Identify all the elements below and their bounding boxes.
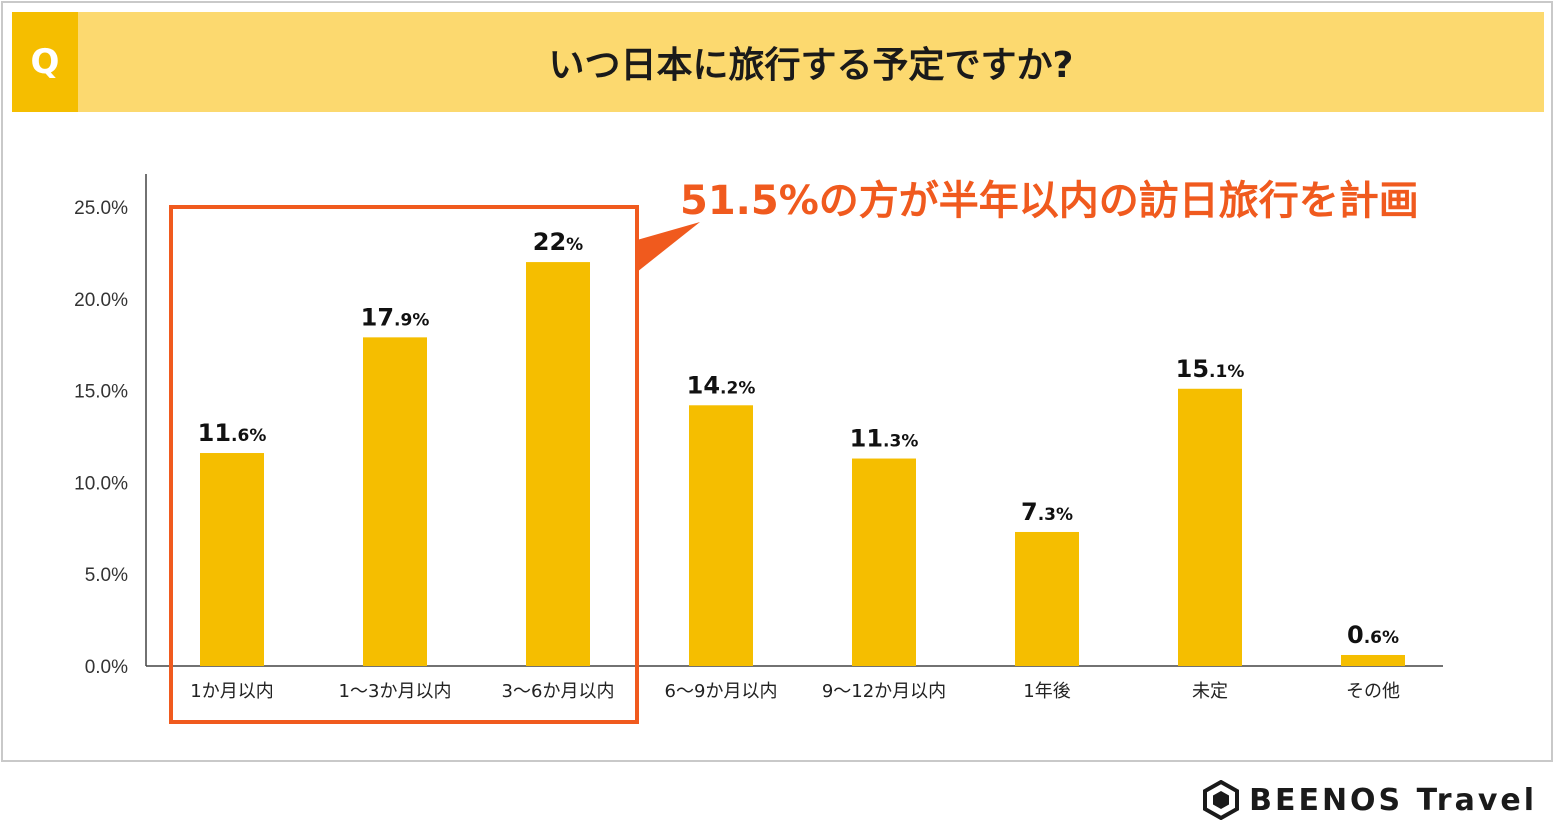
x-tick-label: 1〜3か月以内 — [339, 681, 452, 702]
data-label: 22% — [533, 228, 583, 256]
logo-text: BEENOS Travel — [1249, 782, 1537, 818]
y-tick-label: 20.0% — [74, 290, 128, 311]
q-badge: Q — [12, 12, 78, 112]
highlight-box — [169, 205, 639, 724]
brand-logo: BEENOS Travel — [1203, 780, 1537, 820]
x-tick-label: 1年後 — [1023, 681, 1070, 702]
bar — [1015, 531, 1079, 666]
bar — [526, 262, 590, 666]
y-tick-label: 5.0% — [85, 565, 128, 586]
bar — [1341, 654, 1405, 666]
x-tick-label: 1か月以内 — [190, 681, 273, 702]
x-tick-label: 6〜9か月以内 — [665, 681, 778, 702]
bar — [852, 458, 916, 666]
data-label: 7.3% — [1021, 498, 1073, 526]
bar — [363, 337, 427, 666]
data-label: 0.6% — [1347, 621, 1399, 649]
y-tick-label: 0.0% — [85, 657, 128, 678]
bar — [689, 405, 753, 666]
question-header: Q いつ日本に旅行する予定ですか? — [12, 12, 1544, 112]
y-tick-label: 25.0% — [74, 198, 128, 219]
x-tick-label: その他 — [1346, 681, 1400, 702]
x-tick-label: 3〜6か月以内 — [502, 681, 615, 702]
hexagon-logo-icon — [1203, 780, 1240, 820]
y-tick-label: 15.0% — [74, 382, 128, 403]
y-tick-label: 10.0% — [74, 473, 128, 494]
question-title: いつ日本に旅行する予定ですか? — [548, 45, 1074, 86]
highlight-callout-text: 51.5%の方が半年以内の訪日旅行を計画 — [680, 178, 1419, 224]
bar — [1178, 388, 1242, 666]
x-tick-label: 未定 — [1192, 681, 1228, 702]
x-tick-label: 9〜12か月以内 — [822, 681, 946, 702]
callout-pointer — [637, 222, 700, 272]
data-label: 11.6% — [198, 419, 267, 447]
data-label: 11.3% — [850, 425, 919, 453]
data-label: 15.1% — [1176, 355, 1245, 383]
data-label: 17.9% — [361, 303, 430, 331]
data-label: 14.2% — [687, 371, 756, 399]
bar — [200, 453, 264, 666]
